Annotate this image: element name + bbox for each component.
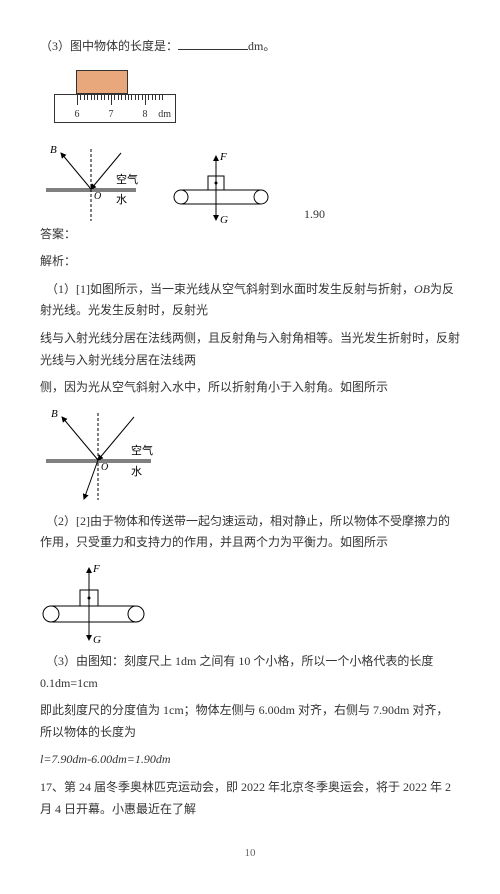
ruler-figure: 6 7 8 dm bbox=[54, 70, 460, 123]
ruler-unit: dm bbox=[158, 106, 171, 124]
question-17: 17、第 24 届冬季奥林匹克运动会，即 2022 年北京冬季奥运会，将于 20… bbox=[40, 777, 460, 820]
page-number: 10 bbox=[40, 844, 460, 864]
para-1: （1）[1]如图所示，当一束光线从空气斜射到水面时发生反射与折射，OB为反射光线… bbox=[40, 279, 460, 322]
para-1b: 线与入射光线分居在法线两侧，且反射角与入射角相等。当光发生折射时，反射光线与入射… bbox=[40, 328, 460, 371]
label-F: F bbox=[219, 151, 227, 163]
belt-diagram: F G bbox=[166, 148, 276, 226]
svg-text:F: F bbox=[92, 563, 100, 575]
explain-label: 解析： bbox=[40, 251, 460, 273]
optics-diagram-small: B O 空气 水 bbox=[36, 141, 146, 226]
answer-row: B O 空气 水 F G 1.90 bbox=[36, 141, 460, 226]
para-3a: （3）由图知：刻度尺上 1dm 之间有 10 个小格，所以一个小格代表的长度 0… bbox=[40, 651, 460, 694]
blank-line bbox=[178, 37, 248, 50]
label-B: B bbox=[50, 144, 57, 156]
label-air: 空气 bbox=[116, 172, 138, 186]
ruler-label-6: 6 bbox=[75, 106, 80, 124]
q3-prefix: （3）图中物体的长度是： bbox=[40, 39, 178, 53]
label-water: 水 bbox=[116, 193, 127, 206]
optics-diagram-large: B O 空气 水 bbox=[36, 405, 166, 505]
label-G: G bbox=[220, 214, 228, 226]
svg-text:B: B bbox=[51, 408, 58, 420]
svg-text:水: 水 bbox=[131, 465, 142, 478]
answer-value: 1.90 bbox=[304, 204, 325, 226]
measured-object bbox=[76, 70, 128, 94]
belt-diagram-2: F G bbox=[36, 560, 156, 645]
para-3b: 即此刻度尺的分度值为 1cm；物体左侧与 6.00dm 对齐，右侧与 7.90d… bbox=[40, 700, 460, 743]
svg-text:O: O bbox=[101, 462, 108, 473]
para-1c: 侧，因为光从空气斜射入水中，所以折射角小于入射角。如图所示 bbox=[40, 377, 460, 399]
ruler-body: 6 7 8 dm bbox=[54, 94, 176, 123]
ruler-label-7: 7 bbox=[109, 106, 114, 124]
svg-text:空气: 空气 bbox=[131, 443, 153, 457]
q3-unit: dm。 bbox=[248, 39, 275, 53]
answer-label: 答案： bbox=[40, 227, 76, 241]
answer-label-line: 答案： bbox=[40, 224, 460, 246]
question-3-text: （3）图中物体的长度是： dm。 bbox=[40, 36, 460, 58]
svg-text:G: G bbox=[93, 634, 101, 645]
ruler-label-8: 8 bbox=[143, 106, 148, 124]
label-O: O bbox=[94, 191, 101, 202]
para-3c: l=7.90dm-6.00dm=1.90dm bbox=[40, 749, 460, 771]
para-2: （2）[2]由于物体和传送带一起匀速运动，相对静止，所以物体不受摩擦力的作用，只… bbox=[40, 511, 460, 554]
